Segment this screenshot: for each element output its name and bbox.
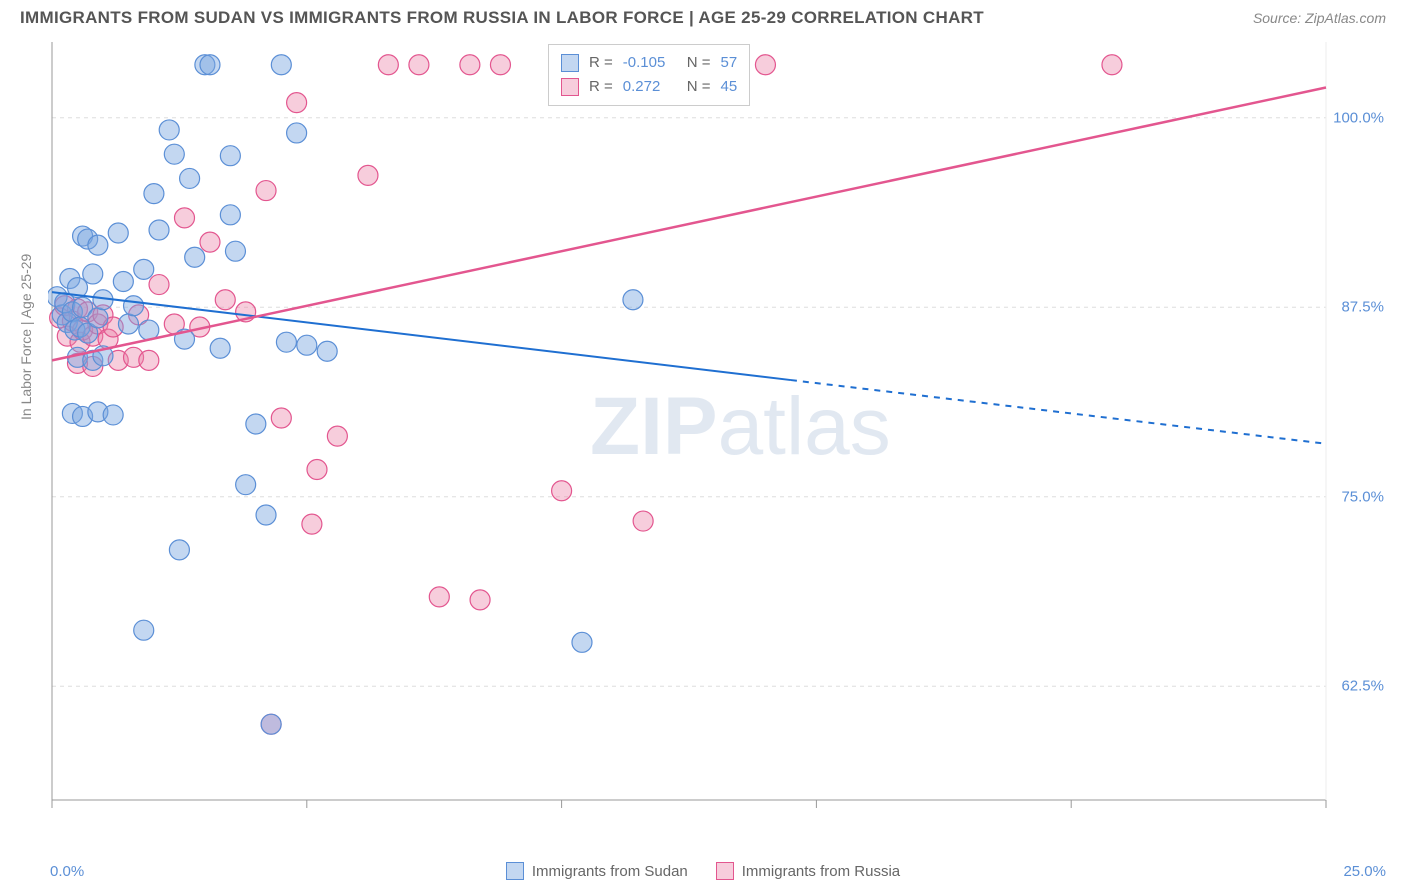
scatter-point-russia xyxy=(490,55,510,75)
scatter-point-sudan xyxy=(287,123,307,143)
scatter-point-russia xyxy=(327,426,347,446)
scatter-point-sudan xyxy=(118,314,138,334)
y-tick-label: 75.0% xyxy=(1341,488,1384,505)
scatter-point-russia xyxy=(256,181,276,201)
stats-swatch xyxy=(561,54,579,72)
chart-container xyxy=(48,40,1386,840)
legend-swatch-russia xyxy=(716,862,734,880)
stats-box: R = -0.105 N = 57 R = 0.272 N = 45 xyxy=(548,44,750,106)
scatter-point-russia xyxy=(287,93,307,113)
y-tick-label: 100.0% xyxy=(1333,109,1384,126)
scatter-point-sudan xyxy=(180,168,200,188)
scatter-point-sudan xyxy=(261,714,281,734)
scatter-point-russia xyxy=(307,460,327,480)
scatter-point-sudan xyxy=(246,414,266,434)
stats-swatch xyxy=(561,78,579,96)
scatter-point-russia xyxy=(460,55,480,75)
scatter-point-sudan xyxy=(220,205,240,225)
stats-r-value: -0.105 xyxy=(623,51,677,75)
y-tick-label: 62.5% xyxy=(1341,678,1384,695)
stats-n-value: 45 xyxy=(721,75,738,99)
scatter-point-sudan xyxy=(210,338,230,358)
scatter-point-sudan xyxy=(103,405,123,425)
stats-r-label: R = xyxy=(589,75,613,99)
scatter-point-sudan xyxy=(164,144,184,164)
legend-swatch-sudan xyxy=(506,862,524,880)
bottom-legend: Immigrants from Sudan Immigrants from Ru… xyxy=(0,862,1406,880)
scatter-point-sudan xyxy=(134,259,154,279)
scatter-point-russia xyxy=(358,165,378,185)
scatter-point-russia xyxy=(378,55,398,75)
trend-line-russia xyxy=(52,87,1326,360)
stats-row-russia: R = 0.272 N = 45 xyxy=(561,75,737,99)
stats-r-value: 0.272 xyxy=(623,75,677,99)
scatter-point-sudan xyxy=(134,620,154,640)
legend-item-sudan: Immigrants from Sudan xyxy=(506,862,688,880)
scatter-point-russia xyxy=(633,511,653,531)
stats-n-label: N = xyxy=(687,75,711,99)
scatter-point-sudan xyxy=(225,241,245,261)
scatter-point-sudan xyxy=(124,296,144,316)
scatter-point-russia xyxy=(409,55,429,75)
scatter-point-sudan xyxy=(297,335,317,355)
scatter-point-sudan xyxy=(159,120,179,140)
scatter-point-sudan xyxy=(149,220,169,240)
scatter-point-sudan xyxy=(256,505,276,525)
scatter-point-sudan xyxy=(169,540,189,560)
stats-n-value: 57 xyxy=(721,51,738,75)
scatter-point-russia xyxy=(470,590,490,610)
scatter-point-sudan xyxy=(108,223,128,243)
scatter-point-russia xyxy=(755,55,775,75)
scatter-point-sudan xyxy=(88,308,108,328)
scatter-point-russia xyxy=(552,481,572,501)
source-label: Source: ZipAtlas.com xyxy=(1253,10,1386,26)
scatter-point-sudan xyxy=(88,235,108,255)
stats-r-label: R = xyxy=(589,51,613,75)
scatter-point-sudan xyxy=(200,55,220,75)
scatter-point-sudan xyxy=(220,146,240,166)
scatter-point-sudan xyxy=(317,341,337,361)
scatter-point-sudan xyxy=(572,632,592,652)
scatter-point-sudan xyxy=(185,247,205,267)
scatter-point-sudan xyxy=(623,290,643,310)
scatter-chart xyxy=(48,40,1386,840)
scatter-point-russia xyxy=(149,275,169,295)
y-axis-label: In Labor Force | Age 25-29 xyxy=(18,254,34,420)
scatter-point-sudan xyxy=(113,272,133,292)
scatter-point-russia xyxy=(271,408,291,428)
scatter-point-sudan xyxy=(236,475,256,495)
scatter-point-russia xyxy=(200,232,220,252)
scatter-point-sudan xyxy=(271,55,291,75)
y-tick-label: 87.5% xyxy=(1341,299,1384,316)
stats-row-sudan: R = -0.105 N = 57 xyxy=(561,51,737,75)
scatter-point-sudan xyxy=(83,264,103,284)
scatter-point-russia xyxy=(174,208,194,228)
scatter-point-russia xyxy=(215,290,235,310)
scatter-point-russia xyxy=(139,350,159,370)
scatter-point-sudan xyxy=(276,332,296,352)
legend-label-russia: Immigrants from Russia xyxy=(742,863,900,880)
stats-n-label: N = xyxy=(687,51,711,75)
legend-item-russia: Immigrants from Russia xyxy=(716,862,900,880)
scatter-point-russia xyxy=(302,514,322,534)
chart-title: IMMIGRANTS FROM SUDAN VS IMMIGRANTS FROM… xyxy=(20,8,984,28)
scatter-point-sudan xyxy=(144,184,164,204)
trend-line-sudan-extrapolated xyxy=(791,380,1326,444)
scatter-point-russia xyxy=(429,587,449,607)
scatter-point-russia xyxy=(1102,55,1122,75)
legend-label-sudan: Immigrants from Sudan xyxy=(532,863,688,880)
